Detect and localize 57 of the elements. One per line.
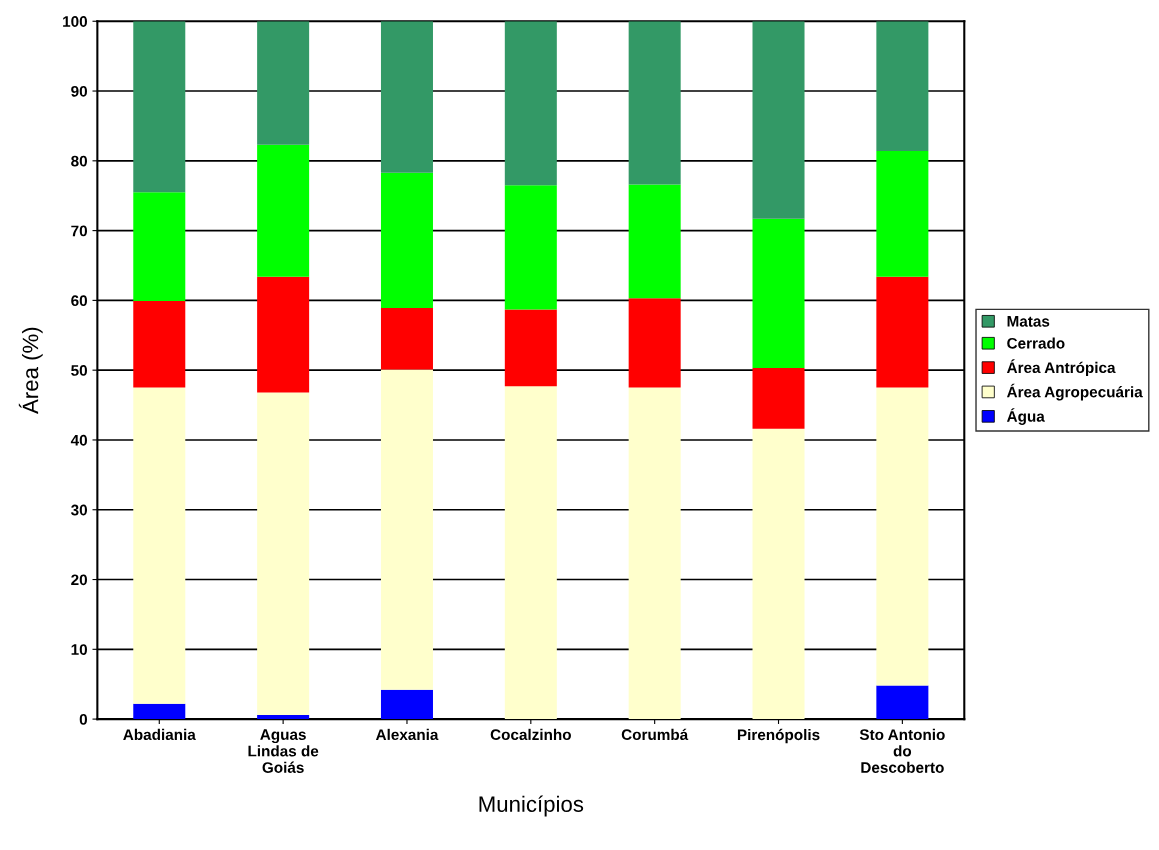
x-tick-label: Aguas Lindas de Goiás (248, 729, 319, 773)
y-axis-title: Área (%) (18, 327, 43, 414)
bar (133, 387, 186, 704)
y-tick-label: 10 (71, 644, 88, 655)
bar (257, 714, 310, 720)
y-tick-label: 60 (71, 295, 88, 307)
bar (380, 21, 433, 173)
bar (876, 21, 929, 152)
x-tick-label: Abadiania (123, 728, 196, 741)
bar (504, 386, 557, 720)
bar (133, 301, 186, 388)
legend-label: Cerrado (1007, 337, 1065, 349)
y-tick-label: 20 (71, 574, 88, 586)
bar (380, 308, 433, 370)
bar (133, 21, 186, 193)
y-tick-label: 30 (70, 504, 88, 516)
y-tick-label: 0 (79, 713, 88, 725)
bar (257, 144, 310, 277)
bar (257, 21, 310, 145)
x-tick-label: Corumbá (621, 728, 689, 741)
x-tick-label: Cocalzinho (490, 728, 571, 741)
y-tick-label: 80 (71, 155, 88, 167)
bar (876, 151, 929, 277)
bar (752, 428, 805, 720)
legend-label: Área Antrópica (1006, 359, 1116, 377)
y-tick-label: 90 (71, 85, 88, 97)
bar (876, 276, 929, 388)
bar (257, 276, 310, 393)
x-tick-label: Alexania (375, 728, 439, 741)
bar (876, 387, 929, 686)
bar (257, 392, 310, 715)
bar (380, 369, 433, 690)
y-tick-label: 40 (70, 434, 88, 446)
bar (752, 21, 805, 219)
bar (504, 185, 557, 310)
legend-label: Área Agropecuária (1006, 383, 1143, 401)
y-tick-label: 70 (71, 225, 88, 237)
x-tick-label: Pirenópolis (737, 728, 820, 744)
bar (628, 21, 681, 185)
x-tick-label: Sto Antonio do Descoberto (859, 728, 945, 773)
bar (752, 368, 805, 429)
bar (380, 172, 433, 309)
bar (628, 184, 681, 299)
y-tick-label: 50 (71, 365, 88, 376)
x-axis-title: Municípios (479, 795, 584, 817)
bar (628, 298, 681, 388)
bar (380, 689, 433, 720)
bar (133, 703, 186, 720)
bar (628, 387, 681, 720)
legend-label: Matas (1007, 316, 1050, 327)
legend-label: Água (1006, 408, 1045, 425)
bar (876, 685, 929, 720)
y-tick-label: 100 (63, 16, 88, 27)
bar (752, 218, 805, 369)
bar (504, 309, 557, 387)
bar (504, 21, 557, 186)
bar (133, 192, 186, 302)
